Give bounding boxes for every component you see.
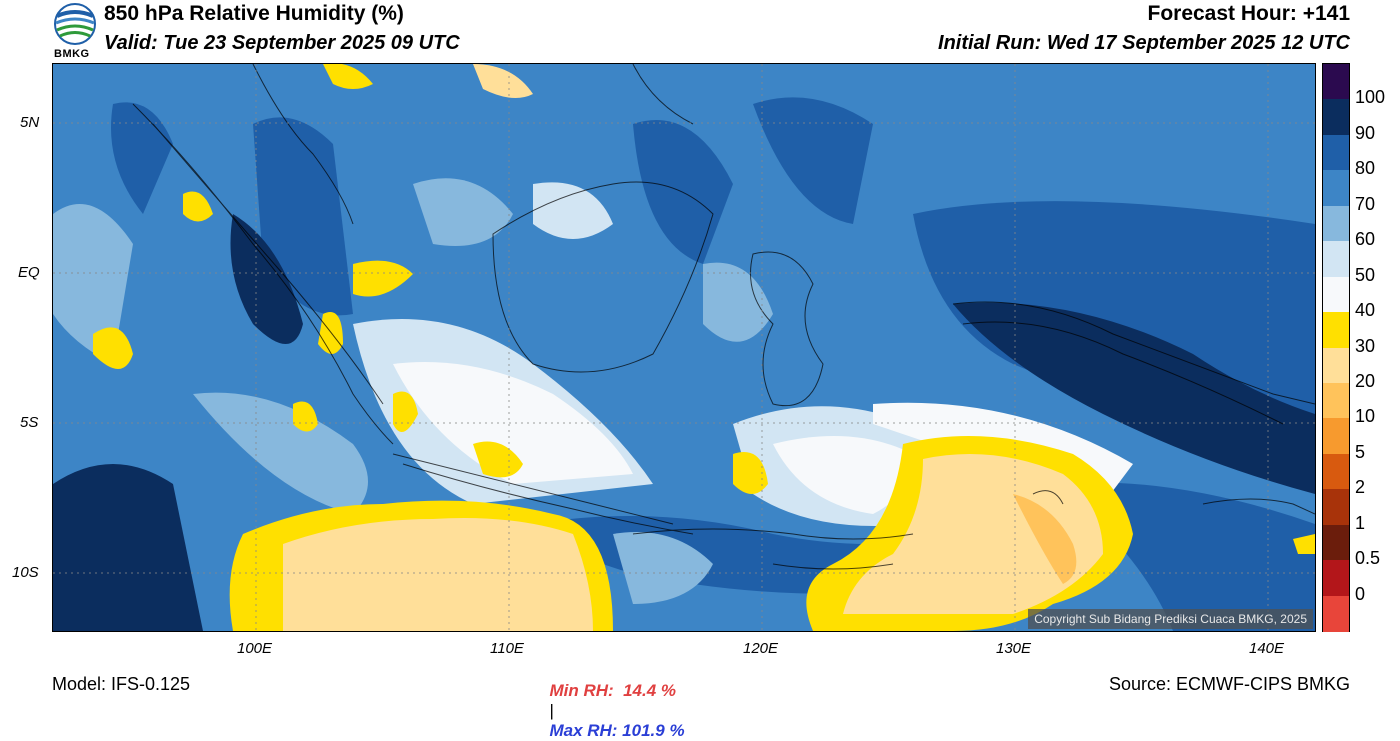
colorbar-segment bbox=[1323, 453, 1349, 490]
colorbar-label: 10 bbox=[1355, 406, 1376, 427]
graticule bbox=[53, 64, 1315, 631]
colorbar-label: 30 bbox=[1355, 335, 1376, 356]
colorbar-label: 0.5 bbox=[1355, 548, 1381, 569]
colorbar-segment bbox=[1323, 595, 1349, 632]
stats-separator: | bbox=[549, 701, 554, 720]
lon-label-100e: 100E bbox=[237, 640, 273, 657]
colorbar-segment bbox=[1323, 382, 1349, 419]
forecast-hour: Forecast Hour: +141 bbox=[1147, 2, 1351, 25]
colorbar-segment bbox=[1323, 560, 1349, 597]
colorbar-segment bbox=[1323, 134, 1349, 171]
colorbar-label: 70 bbox=[1355, 193, 1376, 214]
colorbar-label: 100 bbox=[1355, 87, 1386, 108]
colorbar-label: 0 bbox=[1355, 583, 1366, 604]
lon-label-140e: 140E bbox=[1249, 640, 1285, 657]
colorbar-label: 90 bbox=[1355, 122, 1376, 143]
lat-label-5n: 5N bbox=[20, 114, 40, 131]
valid-time: Valid: Tue 23 September 2025 09 UTC bbox=[104, 32, 460, 54]
colorbar-segment bbox=[1323, 347, 1349, 384]
colorbar-segment bbox=[1323, 241, 1349, 278]
dry-regions bbox=[93, 63, 1315, 631]
colorbar-segment bbox=[1323, 64, 1349, 100]
min-rh: Min RH: 14.4 % bbox=[549, 681, 677, 700]
model-label: Model: IFS-0.125 bbox=[52, 674, 191, 694]
colorbar-segment bbox=[1323, 99, 1349, 136]
colorbar-label: 80 bbox=[1355, 158, 1376, 179]
humidity-map: Copyright Sub Bidang Prediksi Cuaca BMKG… bbox=[52, 63, 1316, 632]
bmkg-logo: BMKG bbox=[52, 2, 98, 60]
source-label: Source: ECMWF-CIPS BMKG bbox=[1108, 674, 1350, 694]
colorbar-label: 50 bbox=[1355, 264, 1376, 285]
colorbar-segment bbox=[1323, 170, 1349, 207]
humidity-field bbox=[53, 63, 1316, 631]
colorbar-label: 20 bbox=[1355, 370, 1376, 391]
colorbar-label: 2 bbox=[1355, 477, 1366, 498]
lat-label-5s: 5S bbox=[20, 414, 39, 431]
logo-text: BMKG bbox=[54, 48, 90, 60]
colorbar-segment bbox=[1323, 489, 1349, 526]
colorbar bbox=[1322, 63, 1350, 632]
initial-run: Initial Run: Wed 17 September 2025 12 UT… bbox=[938, 32, 1350, 54]
colorbar-segment bbox=[1323, 418, 1349, 455]
colorbar-segment bbox=[1323, 276, 1349, 313]
colorbar-label: 1 bbox=[1355, 512, 1366, 533]
coastlines bbox=[132, 63, 1316, 570]
max-rh: Max RH: 101.9 % bbox=[549, 721, 685, 740]
colorbar-label: 40 bbox=[1355, 300, 1376, 321]
bmkg-logo-icon bbox=[54, 3, 96, 45]
colorbar-segment bbox=[1323, 205, 1349, 242]
lat-label-10s: 10S bbox=[12, 564, 39, 581]
lat-label-eq: EQ bbox=[18, 264, 40, 281]
colorbar-label: 5 bbox=[1355, 441, 1366, 462]
colorbar-label: 60 bbox=[1355, 229, 1376, 250]
map-title: 850 hPa Relative Humidity (%) bbox=[104, 2, 404, 25]
lon-label-110e: 110E bbox=[490, 640, 524, 657]
lon-label-120e: 120E bbox=[743, 640, 779, 657]
rh-stats: Min RH: 14.4 % | Max RH: 101.9 % bbox=[540, 661, 685, 741]
colorbar-segment bbox=[1323, 524, 1349, 561]
colorbar-segment bbox=[1323, 312, 1349, 348]
lon-label-130e: 130E bbox=[996, 640, 1032, 657]
moderate-humidity-regions bbox=[53, 178, 1133, 604]
copyright-notice: Copyright Sub Bidang Prediksi Cuaca BMKG… bbox=[1028, 609, 1313, 629]
